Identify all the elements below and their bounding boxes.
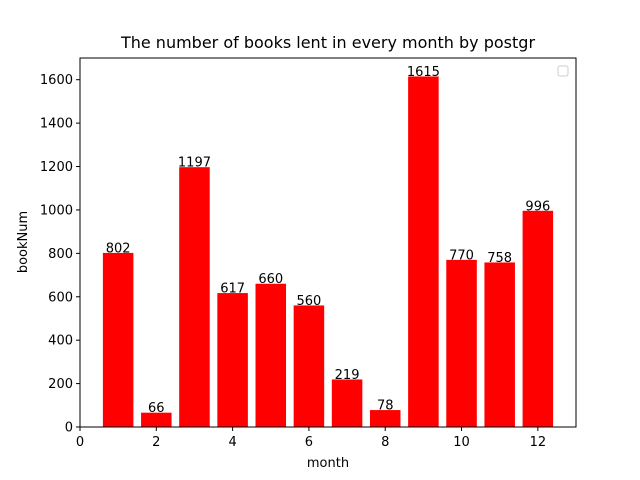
bar-month-7 [331, 379, 363, 427]
x-axis-label: month [307, 456, 349, 471]
x-tick-label: 2 [152, 435, 160, 450]
y-axis-label: bookNum [16, 211, 31, 273]
data-label-month-1: 802 [106, 241, 131, 256]
data-label-month-8: 78 [377, 399, 394, 414]
y-axis-ticks: 0 200 400 600 800 1000 1200 1400 1600 [40, 73, 80, 436]
bar-month-10 [446, 259, 477, 427]
bars-group [102, 76, 554, 427]
bar-month-6 [293, 305, 325, 427]
y-tick-label: 1600 [40, 73, 73, 88]
bar-month-1 [102, 252, 134, 427]
legend-box [557, 65, 569, 77]
bar-month-12 [522, 210, 554, 427]
y-tick-label: 400 [48, 334, 73, 349]
data-label-month-2: 66 [148, 401, 165, 416]
data-label-month-3: 1197 [178, 156, 211, 171]
y-tick-label: 1400 [40, 117, 73, 132]
x-tick-label: 12 [530, 435, 547, 450]
bar-month-11 [484, 262, 515, 427]
data-label-month-9: 1615 [407, 65, 440, 80]
bar-month-4 [217, 293, 248, 427]
y-tick-label: 800 [48, 247, 73, 262]
bar-month-9 [408, 76, 439, 427]
chart-title: The number of books lent in every month … [120, 33, 535, 52]
y-tick-label: 200 [48, 377, 73, 392]
y-tick-label: 0 [65, 421, 73, 436]
y-tick-label: 1200 [40, 160, 73, 175]
plot-frame [79, 57, 577, 428]
x-axis-ticks: 0 2 4 6 8 10 12 [76, 427, 546, 450]
data-label-month-12: 996 [525, 199, 550, 214]
x-tick-label: 4 [228, 435, 236, 450]
data-labels-group: 802 66 1197 617 660 560 219 78 1615 770 758 996 [106, 65, 551, 416]
x-tick-label: 8 [381, 435, 389, 450]
x-tick-label: 10 [453, 435, 470, 450]
y-tick-label: 1000 [40, 203, 73, 218]
y-tick-label: 600 [48, 290, 73, 305]
bar-month-8 [369, 410, 401, 427]
data-label-month-10: 770 [449, 248, 474, 263]
x-tick-label: 0 [76, 435, 84, 450]
data-label-month-5: 660 [258, 272, 283, 287]
x-tick-label: 6 [305, 435, 313, 450]
data-label-month-4: 617 [220, 282, 245, 297]
data-label-month-11: 758 [487, 251, 512, 266]
bar-month-3 [179, 167, 210, 427]
data-label-month-7: 219 [335, 368, 360, 383]
data-label-month-6: 560 [297, 294, 322, 309]
bar-month-2 [141, 412, 172, 427]
bar-month-5 [255, 283, 287, 427]
